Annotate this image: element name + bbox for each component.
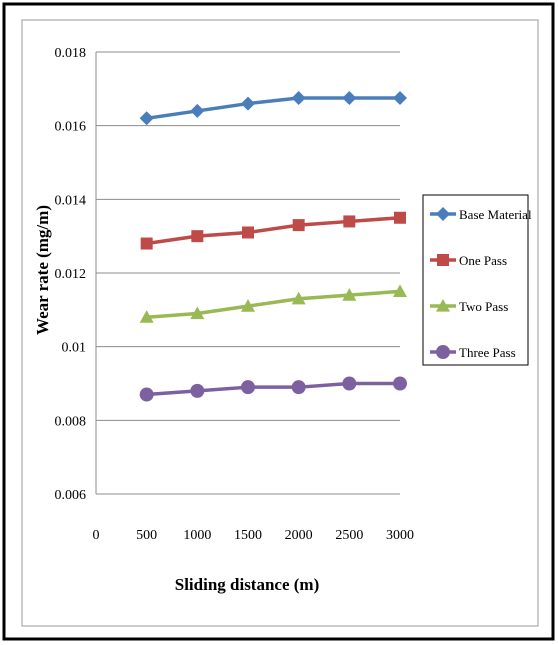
series-line: [146, 289, 401, 319]
x-tick-label: 500: [136, 528, 157, 543]
marker-diamond: [342, 91, 357, 106]
marker-circle: [291, 380, 306, 395]
y-axis-label: Wear rate (mg/m): [33, 205, 52, 335]
legend-label: One Pass: [459, 253, 507, 268]
marker-diamond: [393, 91, 407, 106]
marker-diamond: [139, 111, 154, 126]
x-tick-label: 0: [93, 528, 100, 543]
marker-triangle: [190, 306, 205, 320]
marker-square: [292, 219, 305, 232]
marker-square: [343, 215, 356, 228]
marker-circle: [342, 376, 357, 391]
marker-triangle: [436, 299, 450, 312]
x-axis-label: Sliding distance (m): [175, 575, 320, 594]
series-lines: [146, 96, 401, 397]
legend: Base Material One Pass Two Pass Three Pass: [422, 194, 532, 366]
legend-label: Two Pass: [459, 299, 508, 314]
x-tick-label: 2500: [335, 528, 363, 543]
series-line: [146, 381, 400, 397]
marker-circle: [190, 383, 205, 398]
y-tick-label: 0.012: [55, 267, 87, 282]
marker-diamond: [291, 91, 306, 106]
y-tick-label: 0.014: [55, 193, 87, 208]
x-tick-label: 1500: [234, 528, 262, 543]
gridlines: [95, 51, 400, 495]
y-tick-label: 0.008: [55, 414, 87, 429]
marker-triangle: [393, 284, 407, 298]
x-tick-label: 2000: [285, 528, 313, 543]
marker-diamond: [190, 103, 205, 118]
series-line: [146, 216, 401, 246]
legend-label: Base Material: [459, 207, 532, 222]
marker-square: [242, 226, 254, 239]
marker-square: [394, 211, 406, 224]
marker-square: [191, 230, 204, 243]
x-tick-label: 1000: [183, 528, 211, 543]
x-axis-ticks: 0 500 1000 1500 2000 2500 3000: [93, 528, 415, 543]
legend-box: [422, 194, 529, 366]
marker-triangle: [291, 291, 306, 305]
marker-square: [437, 254, 449, 266]
y-tick-label: 0.01: [62, 341, 87, 356]
marker-diamond: [241, 96, 255, 111]
series-markers: [139, 91, 407, 402]
marker-triangle: [139, 310, 154, 323]
legend-label: Three Pass: [459, 345, 516, 360]
y-tick-label: 0.006: [55, 488, 87, 503]
marker-circle: [436, 345, 450, 359]
marker-triangle: [241, 299, 255, 312]
y-tick-label: 0.016: [55, 120, 87, 135]
series-line: [146, 96, 400, 121]
marker-triangle: [342, 288, 357, 301]
marker-circle: [393, 376, 407, 391]
x-tick-label: 3000: [386, 528, 414, 543]
marker-diamond: [436, 207, 450, 221]
marker-square: [140, 237, 153, 250]
marker-circle: [139, 387, 154, 402]
y-tick-label: 0.018: [55, 46, 87, 61]
y-axis-ticks: 0.006 0.008 0.01 0.012 0.014 0.016 0.018: [55, 46, 87, 503]
marker-circle: [241, 380, 255, 395]
